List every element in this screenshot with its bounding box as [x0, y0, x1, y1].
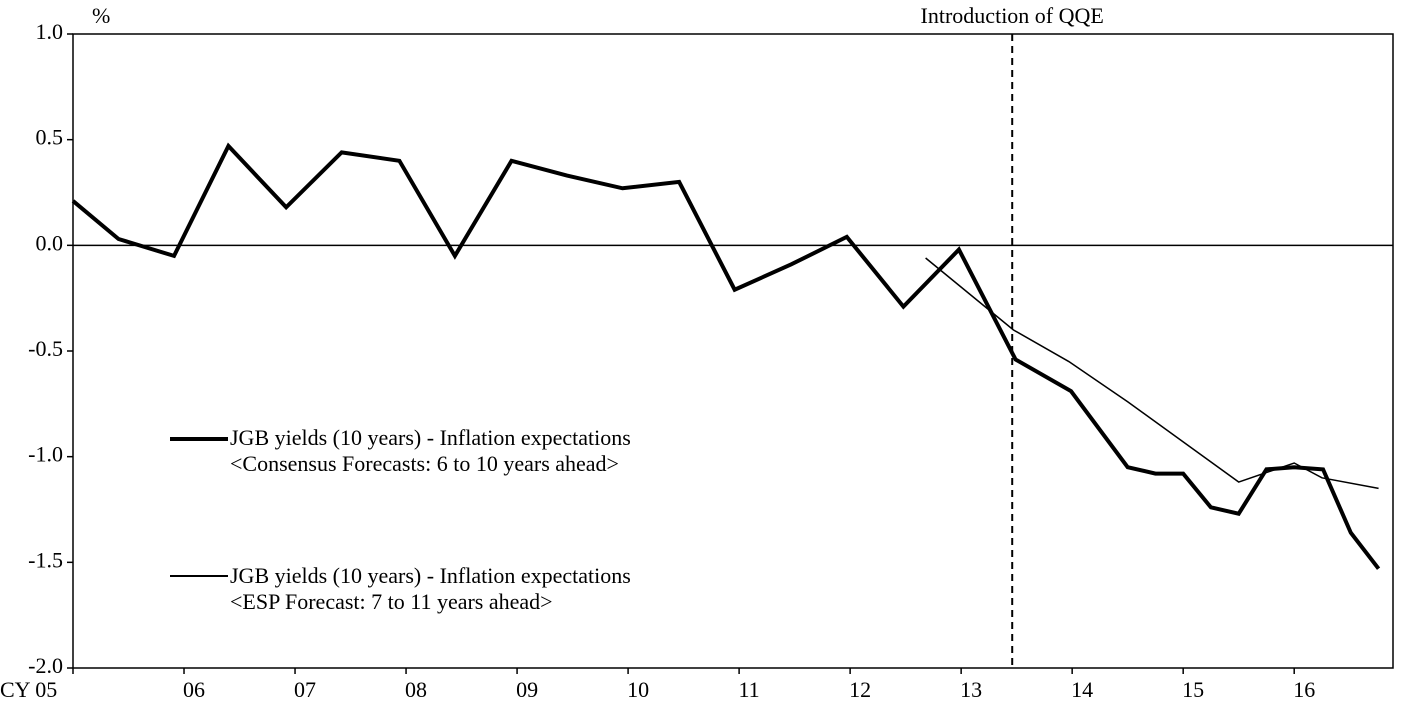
x-tick-label: 16	[1293, 677, 1315, 702]
y-tick-label: -1.5	[28, 547, 63, 572]
x-tick-label: 14	[1071, 677, 1093, 702]
annotation: Introduction of QQE	[921, 3, 1104, 28]
x-tick-label: 06	[183, 677, 205, 702]
legend-swatch	[170, 575, 228, 577]
y-tick-label: -1.0	[28, 442, 63, 467]
x-tick-label: 08	[405, 677, 427, 702]
legend-entry: JGB yields (10 years) - Inflation expect…	[170, 563, 631, 615]
legend-swatch	[170, 437, 228, 441]
legend-label: JGB yields (10 years) - Inflation expect…	[230, 425, 631, 476]
legend-label: JGB yields (10 years) - Inflation expect…	[230, 563, 631, 614]
x-tick-label: 09	[516, 677, 538, 702]
y-tick-label: 0.0	[36, 230, 64, 255]
x-tick-label: 13	[960, 677, 982, 702]
x-tick-label: 07	[294, 677, 316, 702]
y-tick-label: -2.0	[28, 653, 63, 678]
x-tick-label: CY 05	[0, 677, 57, 702]
legend-entry: JGB yields (10 years) - Inflation expect…	[170, 425, 631, 477]
x-tick-label: 12	[849, 677, 871, 702]
y-tick-label: 1.0	[36, 19, 64, 44]
x-tick-label: 11	[739, 677, 760, 702]
x-tick-label: 10	[627, 677, 649, 702]
y-tick-label: -0.5	[28, 336, 63, 361]
y-tick-label: 0.5	[36, 125, 64, 150]
series-line	[925, 257, 1379, 490]
x-tick-label: 15	[1182, 677, 1204, 702]
y-unit: %	[92, 3, 110, 28]
series-line	[71, 142, 1381, 570]
